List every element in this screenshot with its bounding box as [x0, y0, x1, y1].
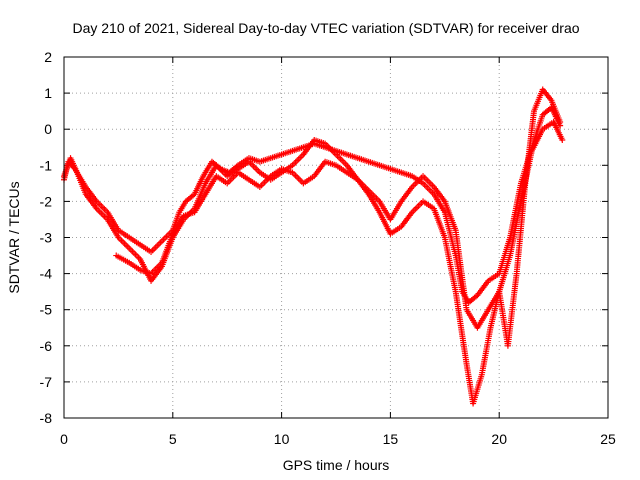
y-tick-label: -6 — [40, 338, 53, 354]
x-axis-label: GPS time / hours — [283, 457, 390, 473]
grid — [64, 57, 608, 418]
y-tick-label: -8 — [40, 410, 53, 426]
x-tick-label: 0 — [60, 431, 68, 447]
y-tick-label: -7 — [40, 374, 53, 390]
series-track-b — [61, 118, 566, 331]
x-tick-label: 25 — [600, 431, 616, 447]
data-point — [559, 137, 566, 144]
plot-frame — [63, 56, 609, 419]
data-point — [557, 118, 564, 125]
chart-title: Day 210 of 2021, Sidereal Day-to-day VTE… — [72, 20, 579, 36]
x-tick-label: 15 — [383, 431, 399, 447]
y-tick-label: -1 — [40, 157, 53, 173]
x-tick-label: 20 — [491, 431, 507, 447]
series-track-c — [113, 86, 564, 407]
x-tick-label: 5 — [169, 431, 177, 447]
y-tick-label: -5 — [40, 302, 53, 318]
y-tick-label: -4 — [40, 266, 53, 282]
x-tick-label: 10 — [274, 431, 290, 447]
y-axis-label: SDTVAR / TECUs — [6, 181, 22, 293]
y-tick-label: -3 — [40, 230, 53, 246]
y-tick-label: -2 — [40, 193, 53, 209]
y-tick-label: 1 — [44, 85, 52, 101]
series-track-a — [61, 104, 564, 306]
data-marks — [61, 86, 566, 407]
y-tick-label: 2 — [44, 49, 52, 65]
y-tick-label: 0 — [44, 121, 52, 137]
